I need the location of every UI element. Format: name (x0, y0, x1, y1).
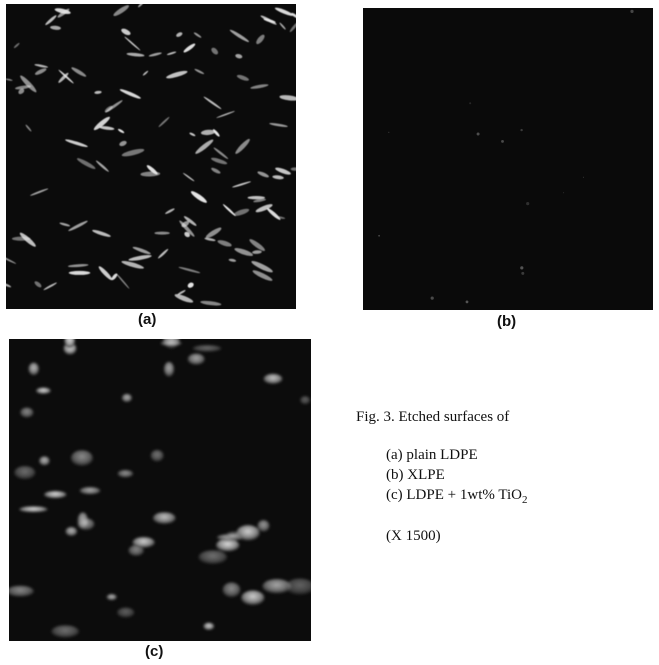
caption-item-c: (c) LDPE + 1wt% TiO2 (386, 485, 656, 510)
figure-caption: Fig. 3. Etched surfaces of (a) plain LDP… (356, 407, 656, 546)
magnification-note: (X 1500) (386, 528, 441, 544)
caption-item-c-text: (c) LDPE + 1wt% TiO (386, 487, 522, 503)
caption-item-c-subscript: 2 (521, 494, 528, 506)
panel-label-c: (c) (145, 643, 164, 660)
caption-item-a-text: (a) plain LDPE (386, 447, 478, 463)
caption-item-b-text: (b) XLPE (386, 467, 445, 483)
caption-item-a: (a) plain LDPE (386, 445, 656, 465)
caption-items: (a) plain LDPE (b) XLPE (c) LDPE + 1wt% … (386, 445, 656, 510)
caption-item-b: (b) XLPE (386, 465, 656, 485)
micrograph-c (9, 339, 311, 641)
micrograph-a (6, 4, 296, 309)
panel-label-a: (a) (138, 311, 157, 328)
caption-title: Fig. 3. Etched surfaces of (356, 409, 510, 425)
micrograph-b (363, 8, 653, 310)
panel-label-b: (b) (497, 313, 517, 330)
